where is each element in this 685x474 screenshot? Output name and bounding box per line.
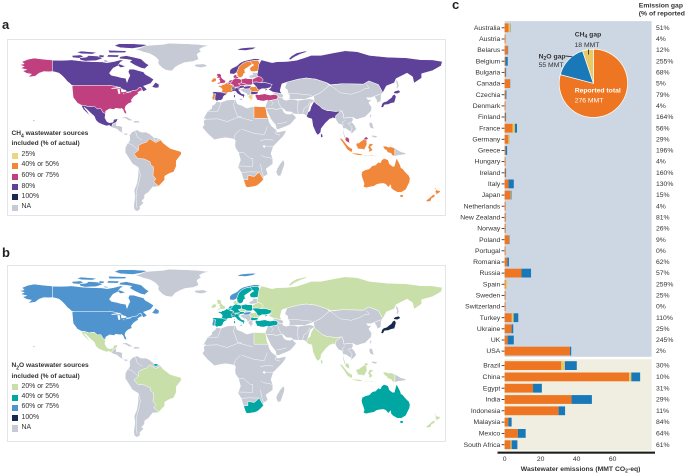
svg-text:Wastewater emissions (MMT CO2-: Wastewater emissions (MMT CO2-eq): [521, 466, 641, 474]
svg-text:0%: 0%: [656, 248, 666, 255]
svg-text:UK: UK: [491, 337, 501, 344]
svg-text:57%: 57%: [656, 270, 670, 277]
svg-text:4%: 4%: [656, 36, 666, 43]
svg-text:259%: 259%: [656, 281, 673, 288]
svg-text:62%: 62%: [656, 259, 670, 266]
svg-text:40: 40: [573, 456, 581, 463]
svg-text:China: China: [483, 374, 501, 381]
svg-text:New Zealand: New Zealand: [460, 215, 500, 222]
svg-text:15%: 15%: [656, 192, 670, 199]
svg-text:Czechia: Czechia: [476, 92, 501, 99]
svg-text:Ireland: Ireland: [480, 170, 501, 177]
svg-text:29%: 29%: [656, 136, 670, 143]
svg-text:Belarus: Belarus: [477, 47, 501, 54]
svg-text:Japan: Japan: [482, 192, 501, 199]
svg-text:Brazil: Brazil: [483, 363, 500, 370]
svg-text:55 MMT: 55 MMT: [539, 62, 564, 69]
svg-text:Belgium: Belgium: [476, 58, 501, 65]
svg-text:164%: 164%: [656, 114, 673, 121]
svg-text:N2O gap: N2O gap: [539, 53, 566, 62]
svg-text:130%: 130%: [656, 181, 673, 188]
svg-text:110%: 110%: [656, 315, 673, 322]
svg-text:31%: 31%: [656, 385, 670, 392]
svg-text:0: 0: [503, 456, 507, 463]
svg-text:84%: 84%: [656, 419, 670, 426]
svg-text:Australia: Australia: [474, 25, 501, 32]
svg-text:20: 20: [537, 456, 545, 463]
svg-text:4%: 4%: [656, 203, 666, 210]
svg-text:25%: 25%: [656, 293, 670, 300]
svg-text:Indonesia: Indonesia: [471, 408, 501, 415]
svg-text:56%: 56%: [656, 125, 670, 132]
svg-text:Malaysia: Malaysia: [473, 419, 500, 426]
svg-text:Austria: Austria: [479, 36, 500, 43]
svg-text:4%: 4%: [656, 103, 666, 110]
svg-text:Canada: Canada: [476, 81, 500, 88]
svg-text:Reported total: Reported total: [575, 88, 621, 95]
svg-text:Portugal: Portugal: [475, 248, 501, 255]
svg-text:51%: 51%: [656, 25, 670, 32]
svg-text:61%: 61%: [656, 442, 670, 449]
svg-text:10%: 10%: [656, 374, 670, 381]
svg-text:Hungary: Hungary: [475, 159, 501, 166]
svg-text:Romania: Romania: [473, 259, 500, 266]
svg-text:18 MMT: 18 MMT: [575, 42, 600, 49]
svg-text:5%: 5%: [656, 81, 666, 88]
svg-text:Denmark: Denmark: [473, 103, 501, 110]
svg-text:0%: 0%: [656, 304, 666, 311]
svg-text:(% of reported): (% of reported): [639, 10, 685, 17]
svg-text:25%: 25%: [656, 326, 670, 333]
svg-text:India: India: [486, 397, 501, 404]
svg-text:Poland: Poland: [479, 237, 500, 244]
svg-text:Emission gap: Emission gap: [639, 3, 683, 10]
svg-text:11%: 11%: [656, 408, 669, 415]
svg-text:29%: 29%: [656, 397, 670, 404]
svg-text:26%: 26%: [656, 226, 670, 233]
svg-text:9%: 9%: [656, 237, 666, 244]
svg-text:France: France: [479, 125, 500, 132]
svg-text:160%: 160%: [656, 170, 673, 177]
svg-text:Sweden: Sweden: [476, 293, 501, 300]
svg-text:Russia: Russia: [480, 270, 501, 277]
svg-text:64%: 64%: [656, 431, 670, 438]
svg-text:Finland: Finland: [478, 114, 501, 121]
svg-text:Netherlands: Netherlands: [464, 203, 501, 210]
svg-text:Norway: Norway: [477, 226, 501, 233]
svg-text:30%: 30%: [656, 363, 670, 370]
svg-text:245%: 245%: [656, 337, 673, 344]
svg-text:4%: 4%: [656, 159, 666, 166]
svg-text:Bulgaria: Bulgaria: [475, 70, 500, 77]
svg-text:81%: 81%: [656, 215, 670, 222]
svg-text:196%: 196%: [656, 148, 673, 155]
svg-text:USA: USA: [486, 348, 500, 355]
svg-text:Switzerland: Switzerland: [465, 304, 500, 311]
svg-text:Germany: Germany: [472, 136, 501, 143]
svg-text:12%: 12%: [656, 47, 670, 54]
svg-text:Spain: Spain: [483, 281, 501, 288]
svg-text:255%: 255%: [656, 58, 673, 65]
svg-text:Greece: Greece: [478, 148, 501, 155]
svg-text:Italy: Italy: [488, 181, 501, 188]
svg-text:2%: 2%: [656, 348, 666, 355]
svg-text:Turkey: Turkey: [480, 315, 501, 322]
svg-text:Mexico: Mexico: [479, 431, 501, 438]
svg-text:Egypt: Egypt: [483, 385, 500, 392]
svg-text:Ukraine: Ukraine: [477, 326, 501, 333]
svg-text:CH4 gap: CH4 gap: [575, 32, 602, 41]
svg-text:68%: 68%: [656, 70, 670, 77]
svg-text:60: 60: [609, 456, 617, 463]
svg-text:79%: 79%: [656, 92, 670, 99]
svg-text:276 MMT: 276 MMT: [575, 98, 604, 105]
svg-text:South Africa: South Africa: [464, 442, 501, 449]
